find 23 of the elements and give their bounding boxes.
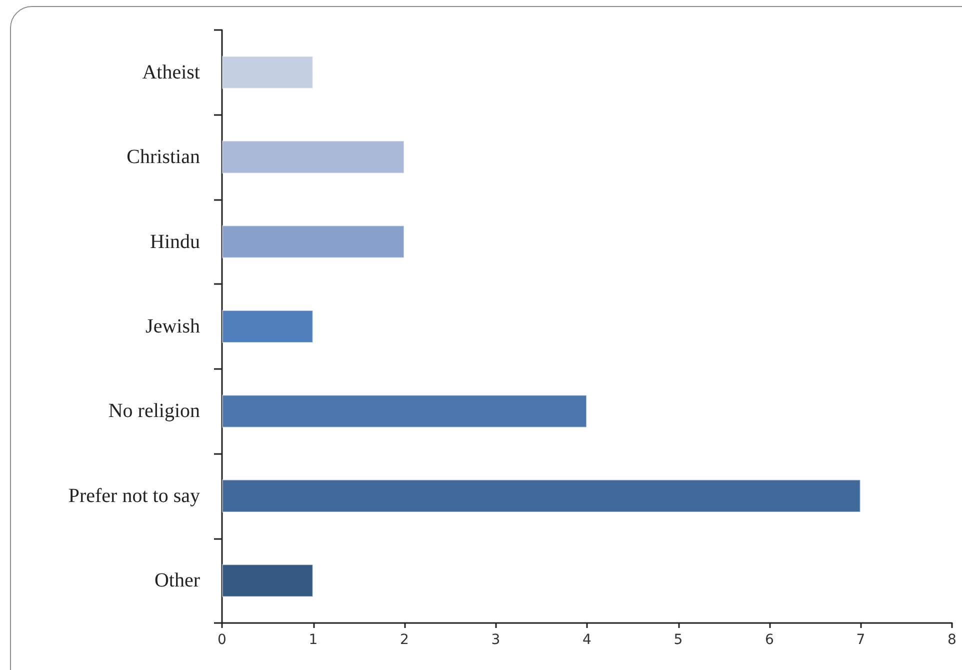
x-tick-label: 2 — [400, 632, 409, 648]
x-tick-label: 5 — [674, 632, 683, 648]
y-tick-label: No religion — [108, 400, 200, 422]
bar — [222, 310, 314, 344]
bar — [222, 394, 587, 428]
y-tick-label: Christian — [126, 146, 200, 168]
bar — [222, 140, 404, 174]
x-tick-label: 4 — [582, 632, 592, 648]
y-tick-label: Prefer not to say — [68, 484, 200, 507]
x-tick-label: 3 — [491, 632, 500, 648]
x-tick-label: 0 — [218, 632, 226, 648]
x-tick-label: 1 — [308, 632, 318, 648]
bar — [222, 56, 314, 89]
bar — [222, 225, 404, 258]
y-tick-label: Atheist — [142, 61, 200, 84]
y-tick-label: Hindu — [150, 230, 200, 253]
x-tick-label: 8 — [948, 632, 956, 648]
x-tick-label: 6 — [765, 632, 774, 648]
y-tick-label: Other — [154, 570, 200, 592]
y-tick-label: Jewish — [146, 316, 200, 338]
bar — [222, 479, 861, 512]
bar — [222, 564, 314, 598]
x-tick-label: 7 — [856, 632, 866, 648]
